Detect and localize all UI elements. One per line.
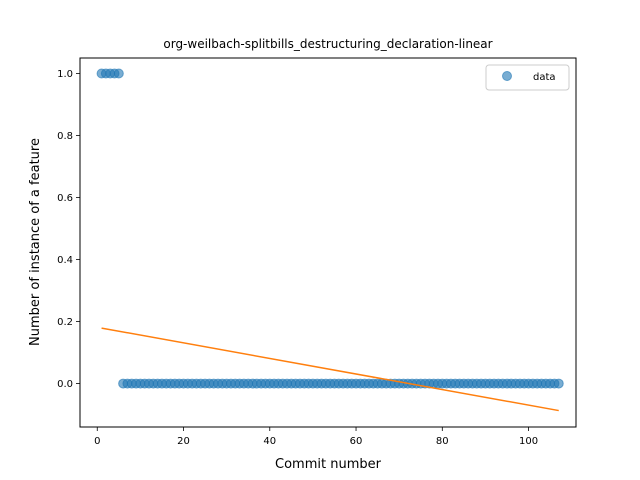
chart-title: org-weilbach-splitbills_destructuring_de… [163, 37, 492, 51]
fit-line [101, 327, 559, 412]
y-tick-label: 0.2 [57, 317, 73, 328]
y-tick-label: 0.4 [57, 255, 73, 266]
x-tick-label: 0 [94, 436, 100, 447]
legend-marker-data [502, 71, 512, 81]
data-point [553, 378, 564, 389]
x-tick-label: 40 [263, 436, 276, 447]
legend-box [485, 64, 570, 91]
y-axis-title: Number of instance of a feature [28, 138, 43, 346]
x-axis: 0 20 40 60 80 100 [94, 427, 538, 447]
y-tick-label: 0.0 [57, 379, 73, 390]
y-tick-label: 1.0 [57, 69, 73, 80]
x-tick-label: 60 [350, 436, 363, 447]
x-tick-label: 100 [519, 436, 538, 447]
x-axis-title: Commit number [275, 457, 382, 472]
legend-label-data: data [533, 72, 556, 83]
x-tick-label: 20 [177, 436, 190, 447]
y-axis: 0.0 0.2 0.4 0.6 0.8 1.0 [57, 69, 80, 390]
x-tick-label: 80 [436, 436, 449, 447]
y-tick-label: 0.6 [57, 193, 73, 204]
data-point [113, 68, 124, 79]
legend: data [485, 64, 570, 91]
plot-area [96, 68, 564, 412]
y-tick-label: 0.8 [57, 131, 73, 142]
axes-frame [79, 57, 577, 428]
